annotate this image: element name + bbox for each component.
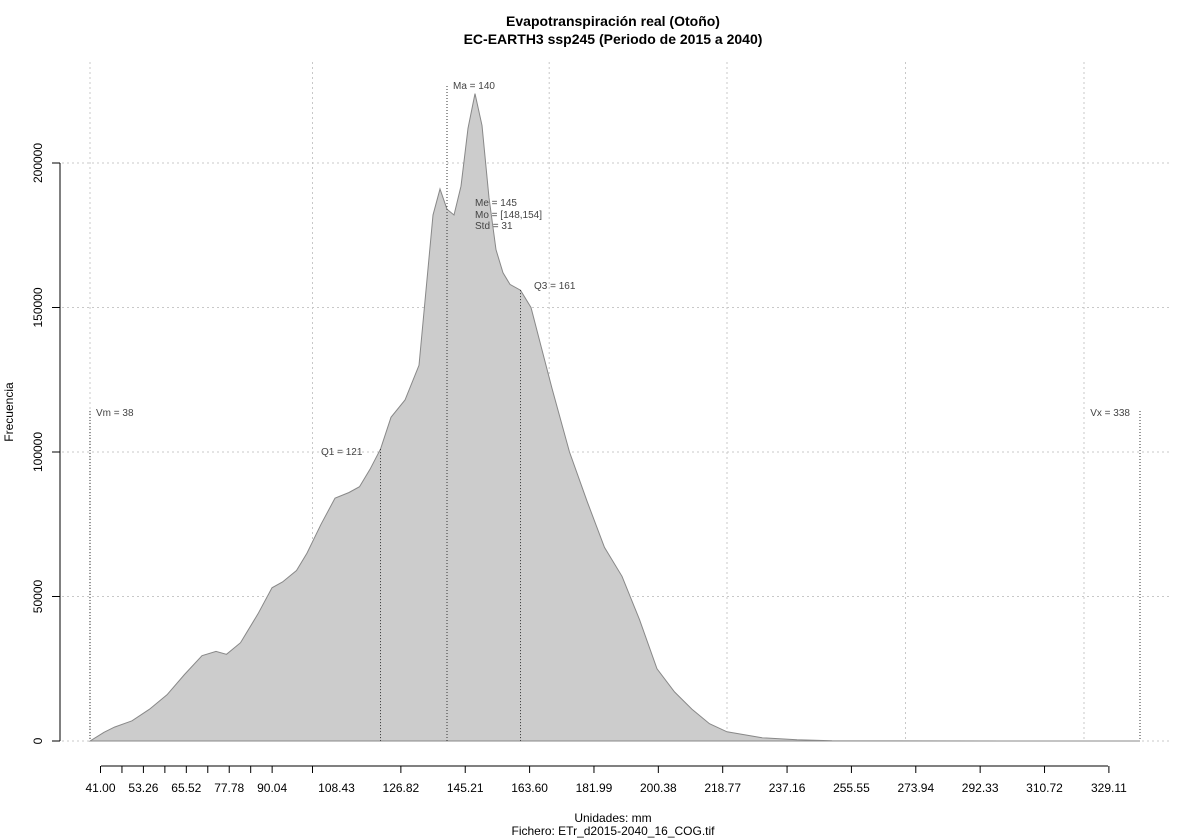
- annotation-vx: Vx = 338: [1090, 408, 1130, 419]
- annotation-me: Me = 145: [475, 198, 517, 209]
- x-tick-label: 273.94: [897, 781, 934, 795]
- y-tick-label: 50000: [31, 579, 45, 613]
- x-tick-label: 126.82: [383, 781, 420, 795]
- annotation-vm: Vm = 38: [96, 408, 134, 419]
- axes: 0 50000 100000 150000 200000 41.00 53.26 65.52 7…: [31, 143, 1127, 795]
- x-tick-label: 200.38: [640, 781, 677, 795]
- annotation-q1: Q1 = 121: [321, 447, 363, 458]
- chart-caption: Fichero: ETr_d2015-2040_16_COG.tif: [512, 824, 716, 838]
- annotation-q3: Q3 = 161: [534, 281, 576, 292]
- y-tick-label: 100000: [31, 432, 45, 472]
- annotation-std: Std = 31: [475, 221, 513, 232]
- y-tick-label: 150000: [31, 287, 45, 327]
- x-tick-label: 310.72: [1026, 781, 1063, 795]
- x-tick-label: 237.16: [769, 781, 806, 795]
- annotations: Vm = 38 Vx = 338 Q1 = 121 Ma = 140 Me = …: [96, 81, 1130, 458]
- chart-title: Evapotranspiración real (Otoño): [506, 13, 720, 29]
- y-tick-label: 200000: [31, 143, 45, 183]
- x-tick-label: 329.11: [1091, 781, 1127, 795]
- x-tick-label: 145.21: [447, 781, 484, 795]
- annotation-mo: Mo = [148,154]: [475, 210, 542, 221]
- x-tick-label: 218.77: [704, 781, 741, 795]
- x-tick-label: 163.60: [511, 781, 548, 795]
- chart-subtitle: EC-EARTH3 ssp245 (Periodo de 2015 a 2040…: [464, 31, 763, 47]
- reference-lines: [89, 86, 1141, 741]
- x-tick-label: 255.55: [833, 781, 870, 795]
- x-tick-label: 65.52: [171, 781, 201, 795]
- x-tick-label: 292.33: [962, 781, 999, 795]
- x-tick-label: 53.26: [128, 781, 158, 795]
- x-tick-label: 41.00: [85, 781, 115, 795]
- x-tick-label: 181.99: [576, 781, 613, 795]
- x-axis-label: Unidades: mm: [574, 811, 651, 825]
- y-axis-label: Frecuencia: [2, 382, 16, 442]
- x-tick-label: 77.78: [214, 781, 244, 795]
- x-tick-label: 90.04: [257, 781, 287, 795]
- annotation-ma: Ma = 140: [453, 81, 495, 92]
- density-area: [88, 93, 1140, 742]
- x-tick-label: 108.43: [318, 781, 355, 795]
- y-tick-label: 0: [31, 737, 45, 744]
